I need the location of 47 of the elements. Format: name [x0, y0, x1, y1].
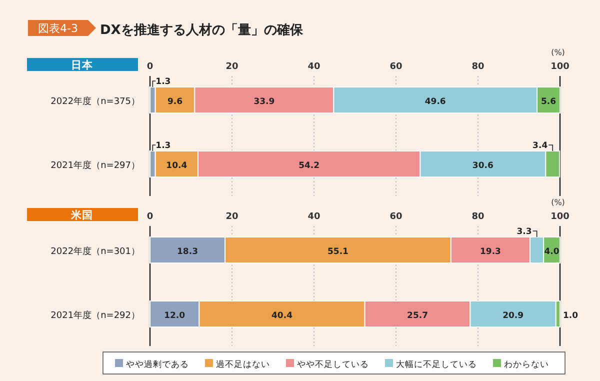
data-label: 33.9	[254, 97, 275, 107]
y-tick-label: 2021年度（n=297）	[50, 160, 140, 171]
x-tick-label: 60	[390, 212, 402, 222]
y-tick-label: 2021年度（n=292）	[50, 310, 140, 321]
data-label: 1.3	[156, 77, 171, 87]
data-label: 18.3	[177, 247, 198, 257]
data-label: 1.3	[156, 141, 171, 151]
data-label: 55.1	[327, 247, 349, 257]
x-tick-label: 100	[550, 62, 570, 72]
data-label: 49.6	[424, 97, 446, 107]
legend-label: やや過剰である	[126, 359, 189, 370]
data-label: 40.4	[272, 311, 293, 321]
x-tick-label: 20	[226, 212, 238, 222]
chart-title: 米国	[70, 208, 93, 222]
data-label: 25.7	[407, 311, 428, 321]
data-label: 30.6	[472, 161, 494, 171]
data-label: 3.3	[516, 227, 532, 237]
data-label: 4.0	[544, 247, 560, 257]
x-tick-label: 0	[146, 62, 154, 72]
x-tick-label: 80	[472, 62, 484, 72]
x-axis-title: (%)	[551, 198, 565, 207]
x-tick-label: 40	[308, 212, 320, 222]
x-tick-label: 20	[226, 62, 238, 72]
x-tick-label: 60	[390, 62, 402, 72]
x-tick-label: 40	[308, 62, 320, 72]
x-tick-label: 100	[550, 212, 570, 222]
legend-label: やや不足している	[297, 359, 369, 370]
y-tick-label: 2022年度（n=301）	[50, 246, 140, 257]
legend-label: 過不足はない	[216, 359, 270, 370]
legend-label: 大幅に不足している	[396, 359, 477, 370]
y-tick-label: 2022年度（n=375）	[50, 96, 140, 107]
data-label: 3.4	[532, 141, 548, 151]
x-tick-label: 0	[146, 212, 154, 222]
x-axis-title: (%)	[551, 48, 565, 57]
data-label: 54.2	[298, 161, 320, 171]
data-label: 1.0	[563, 311, 578, 321]
data-label: 12.0	[164, 311, 186, 321]
legend-label: わからない	[504, 360, 549, 370]
chart-subtitle: 日本	[71, 58, 94, 72]
x-tick-label: 80	[472, 212, 484, 222]
data-label: 5.6	[540, 97, 556, 107]
chart-title: DXを推進する人材の「量」の確保	[100, 23, 304, 38]
data-label: 20.9	[502, 311, 524, 321]
data-label: 9.6	[167, 97, 183, 107]
data-label: 10.4	[166, 161, 188, 171]
data-label: 19.3	[480, 247, 502, 257]
text: 図表4-3	[38, 22, 78, 35]
